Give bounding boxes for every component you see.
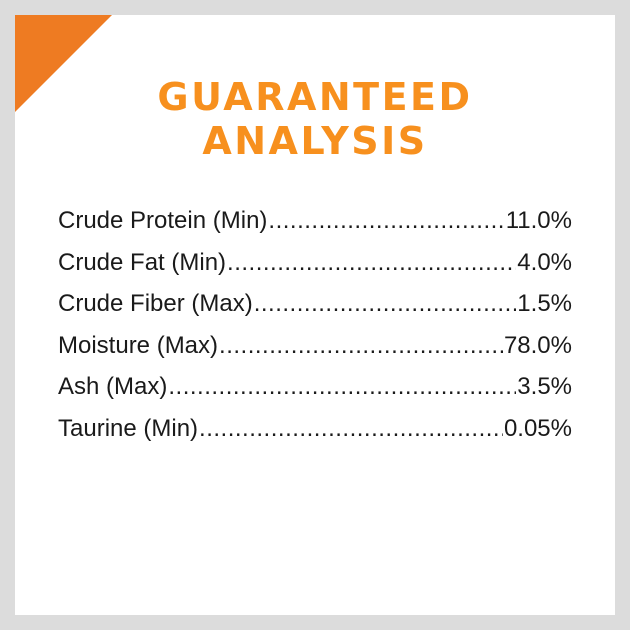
row-value: 1.5% bbox=[517, 290, 572, 318]
analysis-row: Crude Protein (Min) 11.0% bbox=[58, 207, 572, 249]
dot-leader bbox=[227, 249, 516, 277]
page-title: GUARANTEED ANALYSIS bbox=[15, 75, 615, 163]
dot-leader bbox=[219, 332, 503, 360]
row-label: Crude Protein (Min) bbox=[58, 207, 268, 234]
dot-leader bbox=[254, 290, 517, 318]
dot-leader bbox=[268, 207, 504, 235]
analysis-panel: GUARANTEED ANALYSIS Crude Protein (Min) 1… bbox=[15, 15, 615, 615]
analysis-row: Ash (Max) 3.5% bbox=[58, 373, 572, 415]
title-line-2: ANALYSIS bbox=[202, 119, 428, 163]
row-value: 11.0% bbox=[505, 207, 572, 234]
analysis-row: Crude Fiber (Max) 1.5% bbox=[58, 290, 572, 332]
row-value: 78.0% bbox=[503, 331, 572, 359]
row-value: 3.5% bbox=[517, 373, 572, 401]
row-value: 4.0% bbox=[517, 248, 572, 276]
row-label: Ash (Max) bbox=[58, 373, 168, 401]
dot-leader bbox=[199, 415, 503, 443]
row-label: Taurine (Min) bbox=[58, 414, 199, 442]
dot-leader bbox=[168, 373, 516, 401]
title-line-1: GUARANTEED bbox=[157, 75, 473, 119]
analysis-row: Crude Fat (Min) 4.0% bbox=[58, 249, 572, 291]
corner-accent-triangle bbox=[15, 15, 112, 112]
row-value: 0.05% bbox=[503, 414, 572, 442]
analysis-row: Taurine (Min) 0.05% bbox=[58, 415, 572, 457]
analysis-list: Crude Protein (Min) 11.0% Crude Fat (Min)… bbox=[58, 207, 572, 457]
analysis-row: Moisture (Max) 78.0% bbox=[58, 332, 572, 374]
row-label: Crude Fat (Min) bbox=[58, 248, 227, 276]
row-label: Crude Fiber (Max) bbox=[58, 290, 253, 318]
row-label: Moisture (Max) bbox=[58, 331, 219, 359]
